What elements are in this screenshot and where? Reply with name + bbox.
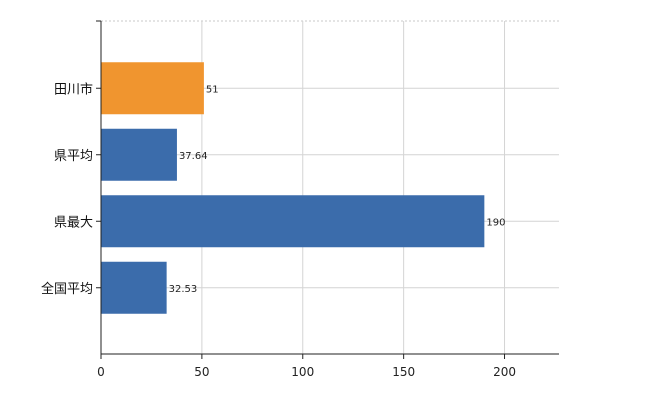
category-label: 田川市 xyxy=(54,81,93,97)
bar-group xyxy=(101,62,485,314)
axes xyxy=(100,21,559,355)
data-label: 32.53 xyxy=(169,284,198,295)
category-label: 全国平均 xyxy=(41,281,93,297)
bar xyxy=(101,62,204,115)
bar xyxy=(101,261,167,314)
bar xyxy=(101,128,177,181)
x-tick-label: 200 xyxy=(493,365,516,379)
bar xyxy=(101,195,485,248)
x-axis-ticks: 0 50 100 150 200 xyxy=(96,20,516,379)
x-tick-label: 0 xyxy=(97,365,105,379)
x-tick-label: 100 xyxy=(291,365,314,379)
x-tick-label: 50 xyxy=(194,365,209,379)
data-label: 51 xyxy=(206,84,219,95)
data-label: 190 xyxy=(486,217,505,228)
category-label: 県平均 xyxy=(54,149,93,164)
data-label: 37.64 xyxy=(179,151,208,162)
x-tick-label: 150 xyxy=(392,365,415,379)
data-label-group: 51 37.64 190 32.53 xyxy=(169,84,506,295)
category-label: 県最大 xyxy=(54,215,93,230)
